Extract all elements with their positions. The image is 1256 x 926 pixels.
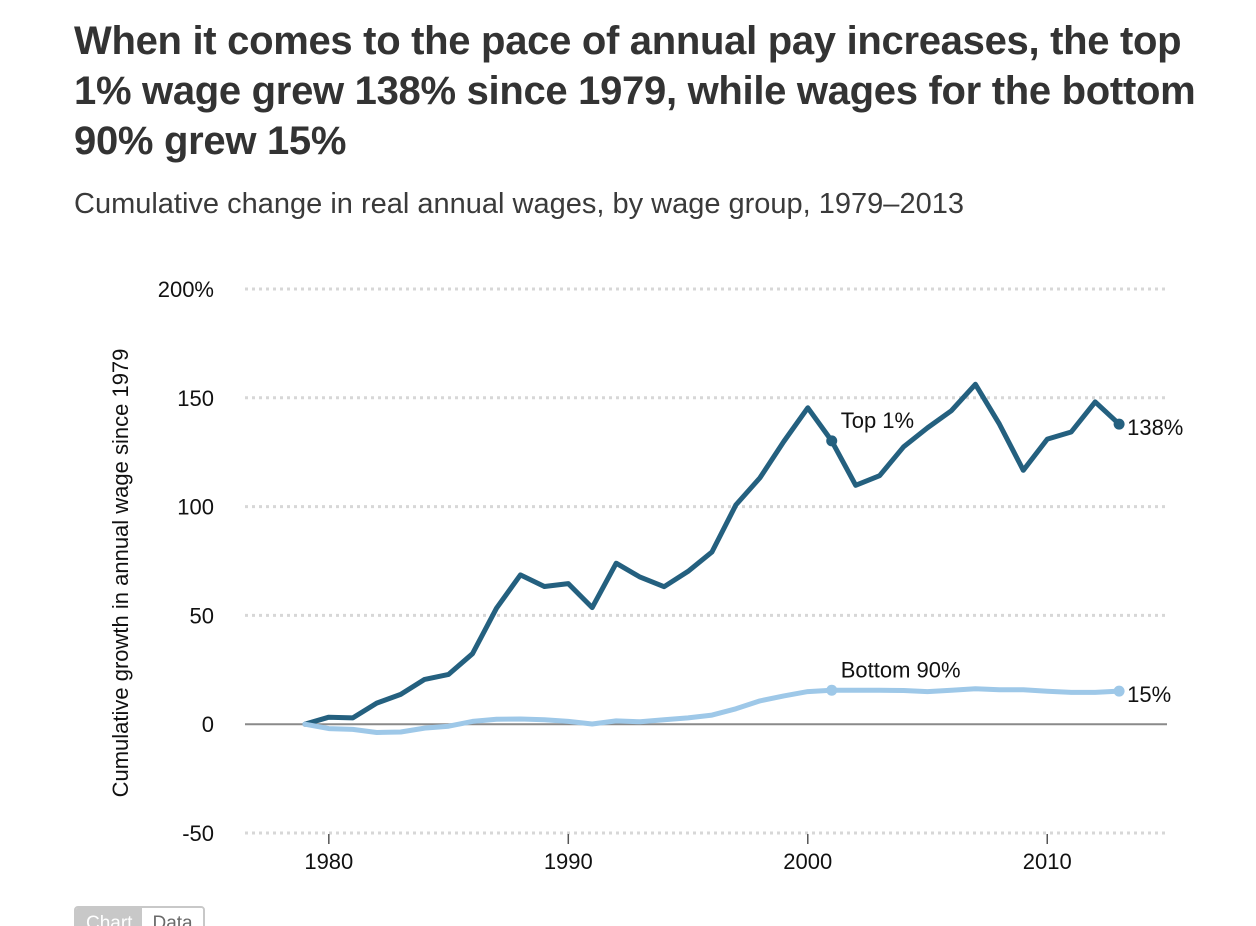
series-marker <box>826 435 838 447</box>
axes: Cumulative growth in annual wage since 1… <box>108 277 1072 874</box>
series-line-top-1 <box>302 381 1122 727</box>
series-end-marker <box>1113 418 1125 430</box>
series-end-label: 15% <box>1127 682 1171 707</box>
x-tick-label: 2000 <box>783 849 832 874</box>
series-line-bottom-90 <box>302 686 1122 735</box>
series-end-label: 138% <box>1127 415 1183 440</box>
chart-title: When it comes to the pace of annual pay … <box>74 19 1196 163</box>
view-toggle: Chart Data <box>74 906 205 926</box>
x-tick-label: 1980 <box>304 849 353 874</box>
series-name-label: Bottom 90% <box>841 657 961 682</box>
y-tick-label: -50 <box>182 821 214 846</box>
tab-data[interactable]: Data <box>142 908 203 926</box>
series-end-marker <box>1113 685 1125 697</box>
gridlines <box>245 287 1167 835</box>
y-tick-label: 100 <box>177 495 214 520</box>
series-marker <box>826 684 838 696</box>
y-tick-label: 50 <box>190 603 214 628</box>
series-name-label: Top 1% <box>841 408 914 433</box>
x-tick-label: 1990 <box>544 849 593 874</box>
y-tick-label: 0 <box>202 712 214 737</box>
y-tick-label: 150 <box>177 386 214 411</box>
tab-chart[interactable]: Chart <box>76 908 143 926</box>
series-lines <box>302 381 1125 735</box>
series-labels: Top 1% 138% Bottom 90% 15% <box>841 408 1184 707</box>
chart-subtitle: Cumulative change in real annual wages, … <box>74 188 964 220</box>
x-tick-label: 2010 <box>1023 849 1072 874</box>
y-axis-title: Cumulative growth in annual wage since 1… <box>108 349 133 798</box>
y-tick-label: 200% <box>158 277 214 302</box>
